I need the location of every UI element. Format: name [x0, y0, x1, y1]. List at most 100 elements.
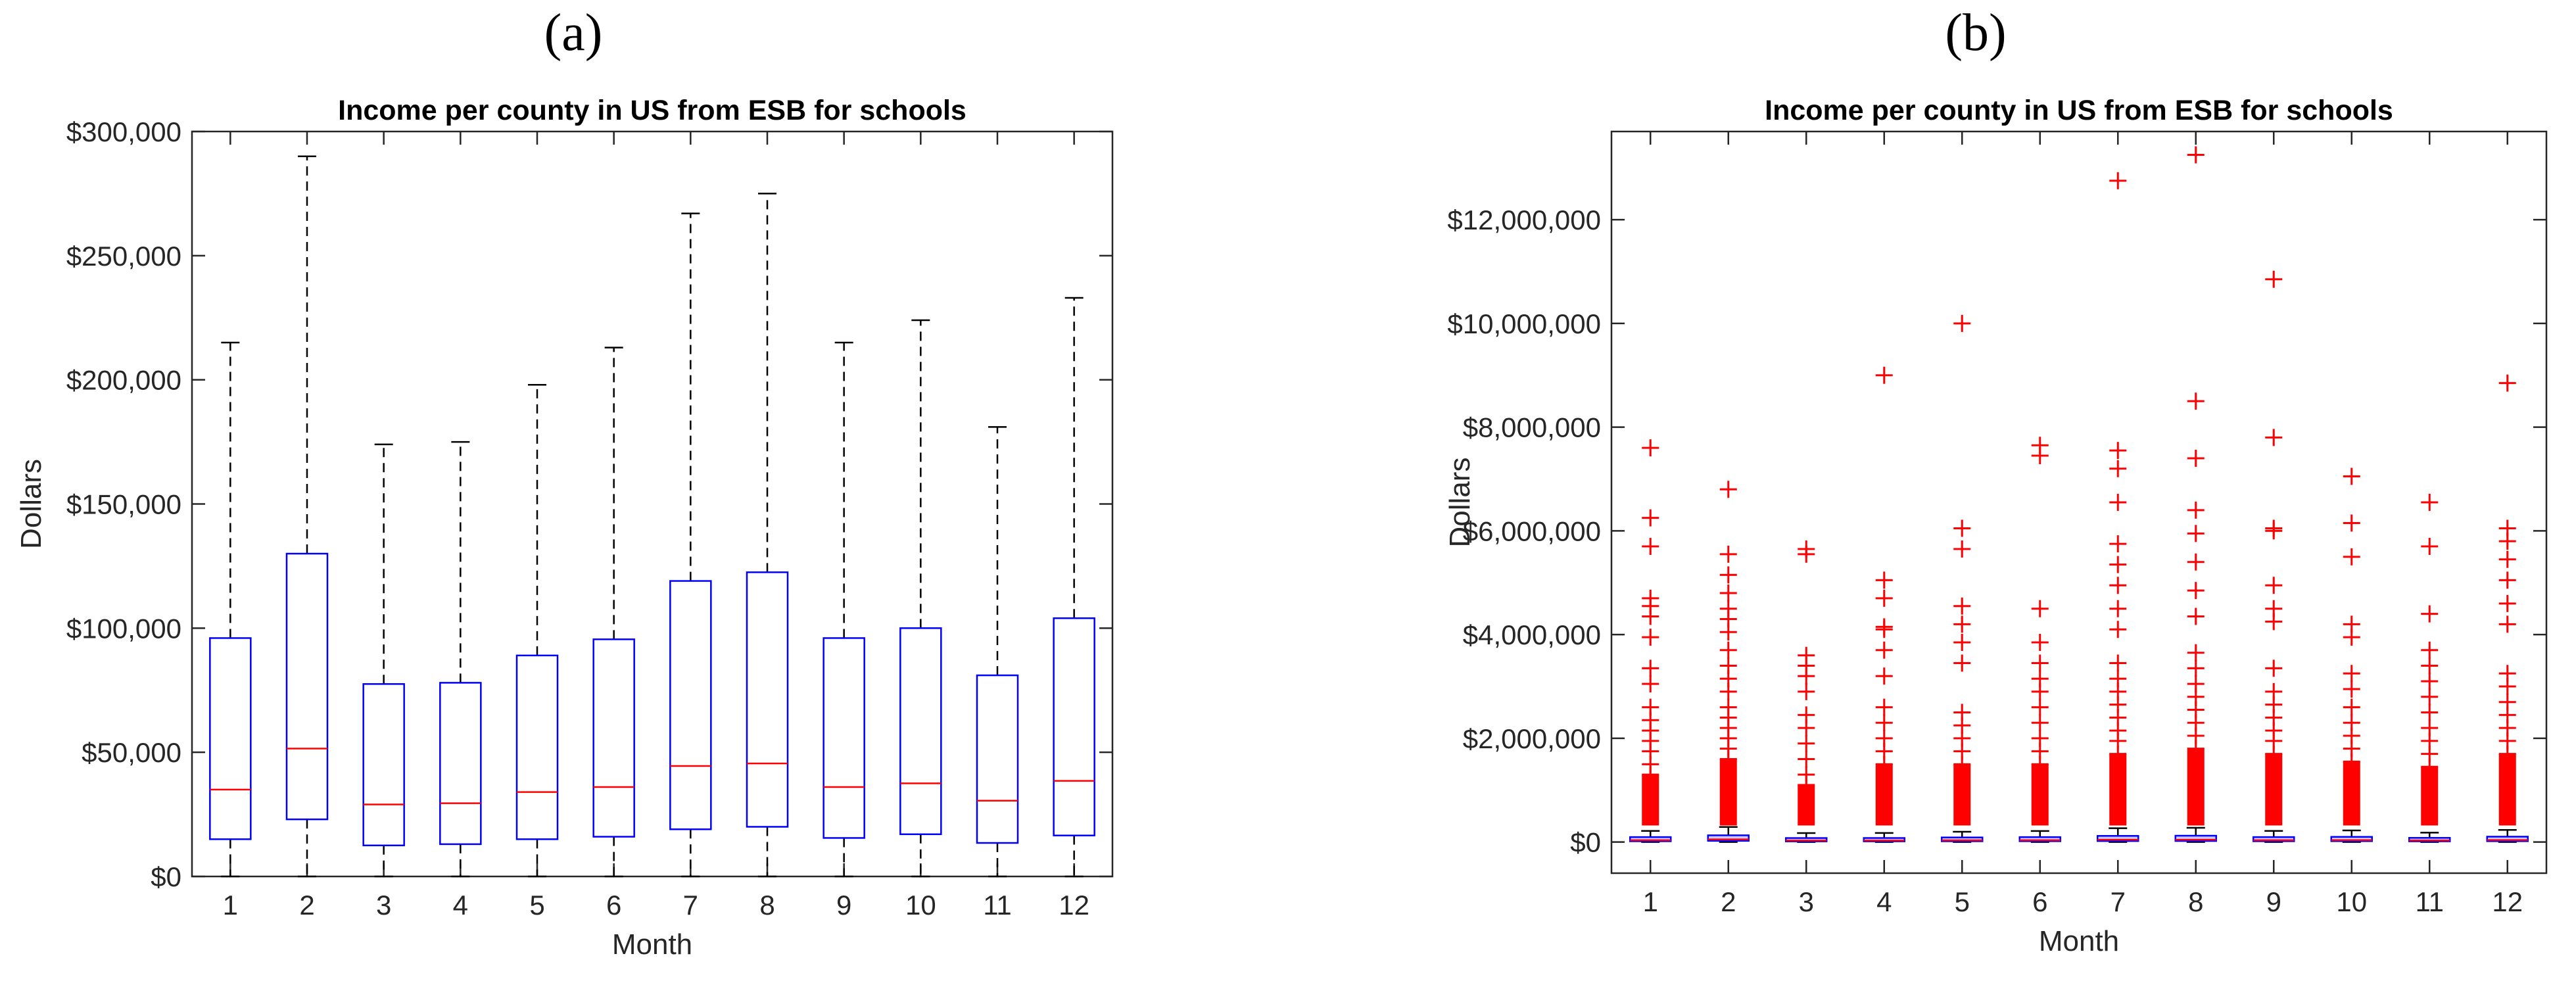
outlier-point: [1719, 545, 1737, 563]
outlier-point: [2343, 629, 2360, 646]
outlier-point: [1642, 629, 1659, 646]
outlier-point: [2421, 688, 2439, 706]
box-iqr: [285, 552, 329, 821]
outlier-point: [1719, 585, 1737, 602]
x-tick-label: 9: [2266, 886, 2281, 917]
outlier-point: [1798, 682, 1815, 700]
box-iqr: [515, 654, 559, 840]
box-iqr: [1629, 836, 1672, 842]
box-iqr: [1707, 834, 1750, 842]
y-tick-label: $6,000,000: [1463, 515, 1601, 546]
outlier-point: [2187, 644, 2205, 661]
outlier-point: [2109, 621, 2127, 638]
plot-frame: [1610, 130, 2548, 874]
outlier-point: [2187, 582, 2205, 600]
plot-frame: [191, 130, 1114, 878]
y-tick-label: $0: [1570, 827, 1601, 858]
outlier-point: [1642, 538, 1659, 556]
x-tick-label: 4: [1876, 886, 1892, 917]
outlier-point: [1719, 481, 1737, 498]
outlier-point: [1875, 366, 1893, 384]
outlier-point: [2187, 449, 2205, 467]
outlier-point: [1875, 621, 1893, 638]
y-axis-label: Dollars: [15, 459, 47, 549]
outlier-point: [1953, 540, 1971, 558]
outlier-point: [2109, 577, 2127, 594]
outlier-point: [1875, 667, 1893, 685]
outlier-point: [2343, 698, 2360, 716]
outlier-point: [2421, 673, 2439, 690]
outlier-point: [2109, 494, 2127, 511]
panel-label-a: (a): [544, 4, 603, 62]
outlier-band: [2031, 764, 2049, 826]
x-tick-label: 12: [2492, 886, 2523, 917]
x-tick-label: 1: [1643, 886, 1658, 917]
x-tick-label: 10: [2336, 886, 2367, 917]
x-tick-label: 7: [683, 890, 698, 921]
outlier-band: [2109, 754, 2127, 826]
outlier-point: [2187, 501, 2205, 519]
box-iqr: [2253, 836, 2295, 842]
outlier-point: [1642, 659, 1659, 677]
y-tick-label: $12,000,000: [1447, 204, 1601, 235]
boxplot-chart-b: Income per county in US from ESB for sch…: [1444, 95, 2548, 957]
box-iqr: [669, 580, 712, 830]
outlier-point: [2187, 553, 2205, 571]
box-iqr: [1941, 836, 1984, 842]
outlier-point: [2498, 550, 2516, 568]
outlier-point: [1875, 571, 1893, 589]
outlier-point: [1875, 714, 1893, 732]
box-iqr: [1863, 837, 1905, 842]
y-tick-label: $200,000: [66, 365, 181, 396]
outlier-point: [2421, 538, 2439, 556]
outlier-point: [2343, 665, 2360, 682]
box-iqr: [1785, 837, 1828, 842]
outlier-point: [2421, 605, 2439, 623]
box-iqr: [746, 571, 789, 828]
outlier-point: [1798, 667, 1815, 685]
outlier-point: [1953, 615, 1971, 633]
outlier-point: [2187, 525, 2205, 542]
x-tick-label: 2: [1721, 886, 1736, 917]
x-tick-label: 5: [1955, 886, 1970, 917]
outlier-band: [2265, 754, 2283, 826]
outlier-point: [2421, 641, 2439, 659]
chart-title: Income per county in US from ESB for sch…: [1765, 95, 2393, 126]
x-tick-label: 3: [376, 890, 391, 921]
box-iqr: [362, 683, 405, 847]
outlier-point: [1875, 698, 1893, 716]
y-tick-label: $50,000: [82, 737, 181, 768]
outlier-point: [2109, 600, 2127, 617]
outlier-point: [2265, 613, 2283, 631]
chart-title: Income per county in US from ESB for sch…: [338, 95, 966, 126]
box-iqr: [2330, 836, 2373, 842]
x-tick-label: 1: [223, 890, 238, 921]
outlier-point: [2498, 615, 2516, 633]
outlier-point: [2498, 678, 2516, 696]
outlier-point: [2109, 654, 2127, 672]
outlier-point: [2343, 514, 2360, 532]
outlier-band: [2498, 754, 2516, 826]
x-tick-label: 11: [2415, 886, 2444, 917]
outlier-band: [2187, 748, 2205, 826]
outlier-point: [2109, 172, 2127, 189]
outlier-point: [2031, 654, 2049, 672]
outlier-point: [1798, 734, 1815, 752]
outlier-point: [2109, 442, 2127, 460]
outlier-point: [2109, 460, 2127, 477]
x-tick-label: 12: [1059, 890, 1089, 921]
outlier-point: [1953, 314, 1971, 332]
outlier-point: [1642, 439, 1659, 457]
x-tick-label: 9: [836, 890, 851, 921]
outlier-band: [1719, 759, 1737, 826]
outlier-point: [1719, 641, 1737, 659]
panel-a: (a) Income per county in US from ESB for…: [0, 0, 1288, 978]
outlier-point: [2031, 698, 2049, 716]
y-tick-label: $10,000,000: [1447, 308, 1601, 339]
box-iqr: [439, 682, 482, 846]
outlier-point: [2498, 594, 2516, 612]
outlier-point: [2187, 146, 2205, 164]
box-iqr: [899, 627, 942, 836]
panel-label-b: (b): [1945, 4, 2007, 62]
outlier-point: [1798, 719, 1815, 737]
